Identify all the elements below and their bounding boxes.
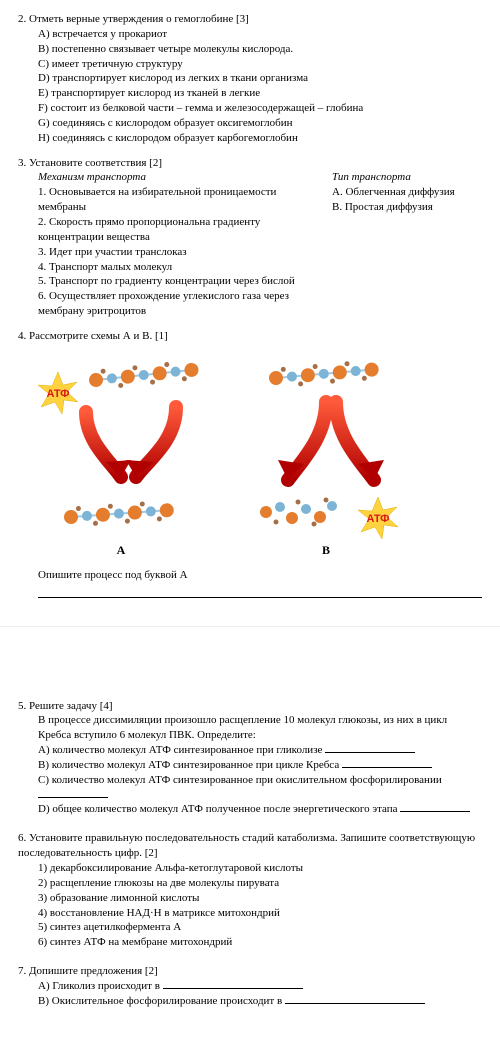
page-separator [0,626,500,687]
q6-item: 1) декарбоксилирование Альфа-кетоглутаро… [38,861,482,876]
q4-caption: Опишите процесс под буквой А [38,568,482,583]
q6-item: 6) синтез АТФ на мембране митохондрий [38,935,482,950]
question-5: 5. Решите задачу [4] В процессе диссимил… [18,699,482,818]
q2-opt: D) транспортирует кислород из легких в т… [38,71,482,86]
q2-opt: H) соединяясь с кислородом образует карб… [38,131,482,146]
q7-b: B) Окислительное фосфорилирование происх… [38,994,482,1009]
q2-opt: F) состоит из белковой части – гемма и ж… [38,101,482,116]
q3-left-item: 6. Осуществляет прохождение углекислого … [38,289,322,319]
q5-d: D) общее количество молекул АТФ полученн… [38,802,482,817]
q2-opt: C) имеет третичную структуру [38,57,482,72]
q7-body: A) Гликолиз происходит в B) Окислительно… [38,979,482,1009]
q2-opt: G) соединяясь с кислородом образует окси… [38,116,482,131]
q2-options: A) встречается у прокариот B) постепенно… [38,27,482,146]
q6-items: 1) декарбоксилирование Альфа-кетоглутаро… [38,861,482,950]
q2-opt: E) транспортирует кислород из тканей в л… [38,86,482,101]
q4-answer-line [38,585,482,598]
question-2: 2. Отметь верные утверждения о гемоглоби… [18,12,482,146]
q3-left-title: Механизм транспорта [38,170,322,185]
q3-left-col: Механизм транспорта 1. Основывается на и… [38,170,332,318]
scheme-a-label: А [117,543,126,557]
q6-item: 2) расщепление глюкозы на две молекулы п… [38,876,482,891]
q7-a: A) Гликолиз происходит в [38,979,482,994]
atp-label: АТФ [46,388,69,400]
q3-left-item: 3. Идет при участии транслоказ [38,245,322,260]
q5-b: B) количество молекул АТФ синтезированно… [38,758,482,773]
question-6: 6. Установите правильную последовательно… [18,831,482,950]
q2-heading: 2. Отметь верные утверждения о гемоглоби… [18,12,482,27]
page-2: 5. Решите задачу [4] В процессе диссимил… [0,687,500,1037]
q3-left-item: 1. Основывается на избирательной проница… [38,185,322,215]
q6-item: 5) синтез ацетилкофермента А [38,920,482,935]
q3-right-item: A. Облегченная диффузия [332,185,482,200]
q3-right-item: B. Простая диффузия [332,200,482,215]
atp-schemes-svg: АТФ А [26,352,446,562]
question-7: 7. Допишите предложения [2] A) Гликолиз … [18,964,482,1009]
question-4: 4. Рассмотрите схемы А и В. [1] [18,329,482,598]
q3-left-item: 5. Транспорт по градиенту концентрации ч… [38,274,322,289]
q3-right-title: Тип транспорта [332,170,482,185]
q4-heading: 4. Рассмотрите схемы А и В. [1] [18,329,482,344]
q3-right-col: Тип транспорта A. Облегченная диффузия B… [332,170,482,318]
atp-label: АТФ [366,513,389,525]
q5-heading: 5. Решите задачу [4] [18,699,482,714]
page-1: 2. Отметь верные утверждения о гемоглоби… [0,0,500,626]
q5-body: В процессе диссимиляции произошло расщеп… [38,713,482,817]
question-3: 3. Установите соответствия [2] Механизм … [18,156,482,319]
q3-left-item: 4. Транспорт малых молекул [38,260,322,275]
q3-columns: Механизм транспорта 1. Основывается на и… [38,170,482,318]
q6-item: 4) восстановление НАД·Н в матриксе митох… [38,906,482,921]
q6-heading: 6. Установите правильную последовательно… [18,831,482,861]
q4-diagram: АТФ А [26,352,482,562]
q2-opt: A) встречается у прокариот [38,27,482,42]
q3-left-item: 2. Скорость прямо пропорциональна градие… [38,215,322,245]
scheme-b-label: В [322,543,330,557]
q5-a: A) количество молекул АТФ синтезированно… [38,743,482,758]
q6-item: 3) образование лимонной кислоты [38,891,482,906]
q2-opt: B) постепенно связывает четыре молекулы … [38,42,482,57]
q3-heading: 3. Установите соответствия [2] [18,156,482,171]
q5-c: C) количество молекул АТФ синтезированно… [38,773,482,788]
q5-intro: В процессе диссимиляции произошло расщеп… [38,713,482,743]
q7-heading: 7. Допишите предложения [2] [18,964,482,979]
